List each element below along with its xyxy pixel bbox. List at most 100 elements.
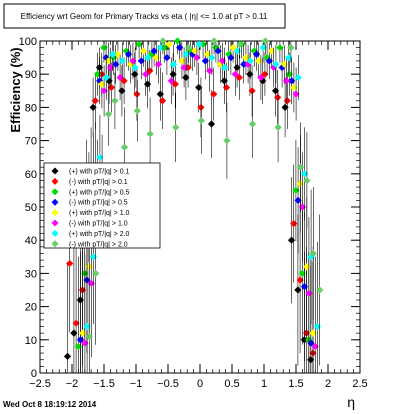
data-point: [131, 63, 139, 72]
data-point: [178, 57, 186, 65]
data-point: [309, 329, 317, 337]
data-point: [163, 54, 171, 62]
data-point: [169, 70, 177, 78]
data-point: [129, 57, 137, 65]
x-tick-label: −2.5: [29, 378, 51, 390]
data-point: [267, 47, 276, 55]
axis-ticks: [39, 40, 361, 374]
series-7: [85, 37, 324, 373]
data-point: [92, 269, 100, 277]
data-point: [72, 319, 80, 327]
y-tick-label: 80: [25, 102, 37, 114]
data-point: [316, 286, 324, 294]
y-tick-label: 60: [25, 169, 37, 181]
data-point: [107, 83, 115, 92]
data-point: [214, 47, 222, 55]
data-point: [133, 107, 141, 115]
data-point: [222, 83, 231, 92]
data-point: [193, 54, 201, 62]
legend-marker: [51, 198, 59, 206]
legend-marker: [51, 188, 59, 196]
data-point: [79, 329, 87, 337]
data-point: [296, 163, 305, 171]
data-point: [257, 73, 265, 82]
data-point: [167, 77, 175, 85]
data-point: [218, 57, 227, 65]
data-point: [233, 47, 242, 55]
timestamp: Wed Oct 8 18:19:12 2014: [3, 400, 97, 409]
data-point: [203, 50, 212, 58]
data-point: [89, 253, 98, 261]
data-point: [248, 120, 257, 128]
legend-marker: [51, 177, 59, 185]
y-tick-label: 20: [25, 302, 37, 314]
data-point: [116, 73, 124, 82]
data-point: [93, 70, 102, 78]
data-point: [227, 54, 235, 62]
data-point: [176, 44, 184, 52]
data-point: [156, 90, 164, 98]
y-tick-label: 30: [25, 268, 37, 280]
legend-entry: (-) with pT/|q| > 0.1: [51, 177, 128, 186]
data-point: [280, 60, 288, 68]
x-tick-label: −1: [130, 378, 143, 390]
data-point: [296, 276, 304, 284]
data-point: [197, 103, 205, 111]
data-point: [246, 70, 254, 78]
data-point: [169, 60, 178, 68]
y-axis-label: Efficiency (%): [8, 47, 23, 132]
data-point: [240, 60, 248, 68]
data-point: [106, 63, 115, 72]
legend-label: (+) with pT/|q| > 2.0: [69, 231, 130, 238]
data-point: [191, 47, 199, 55]
data-point: [220, 77, 228, 85]
legend-label: (-) with pT/|q| > 2.0: [69, 241, 128, 248]
data-point: [133, 90, 141, 98]
legend-marker: [51, 167, 59, 175]
data-point: [158, 97, 167, 105]
x-tick-label: 2: [325, 378, 331, 390]
series-6: [83, 40, 322, 373]
y-tick-label: 0: [31, 368, 37, 380]
data-point: [208, 54, 216, 62]
x-tick-label: −0.5: [157, 378, 179, 390]
data-point: [276, 44, 284, 52]
data-point: [152, 54, 160, 62]
data-point: [76, 336, 85, 344]
data-point: [255, 57, 263, 65]
legend-marker: [51, 219, 59, 227]
data-point: [165, 40, 173, 48]
data-point: [242, 54, 250, 62]
data-point: [272, 60, 280, 68]
data-point: [287, 44, 295, 52]
legend-marker: [51, 229, 59, 237]
data-point: [207, 120, 216, 128]
data-point: [236, 40, 244, 48]
data-point: [288, 77, 296, 85]
data-point: [118, 57, 126, 65]
data-point: [292, 90, 300, 98]
legend-label: (-) with pT/|q| > 0.5: [69, 200, 128, 207]
data-point: [102, 73, 110, 82]
data-point: [261, 70, 269, 78]
data-point: [114, 50, 122, 58]
data-point: [229, 44, 237, 52]
y-tick-label: 10: [25, 335, 37, 347]
data-point: [154, 60, 163, 68]
data-point: [303, 263, 311, 271]
data-point: [274, 93, 282, 102]
data-point: [298, 269, 306, 277]
legend-label: (+) with pT/|q| > 0.5: [69, 189, 130, 196]
data-point: [182, 73, 190, 82]
data-point: [137, 57, 145, 65]
data-point: [96, 153, 104, 161]
legend-entry: (+) with pT/|q| > 0.1: [51, 167, 130, 176]
chart-title-box: Efficiency wrt Geom for Primary Tracks v…: [3, 3, 286, 29]
data-point: [206, 67, 214, 75]
x-tick-label: 2.5: [352, 378, 367, 390]
legend-label: (+) with pT/|q| > 1.0: [69, 210, 130, 217]
data-point: [66, 259, 74, 268]
data-point: [235, 73, 243, 82]
data-point: [182, 50, 190, 58]
